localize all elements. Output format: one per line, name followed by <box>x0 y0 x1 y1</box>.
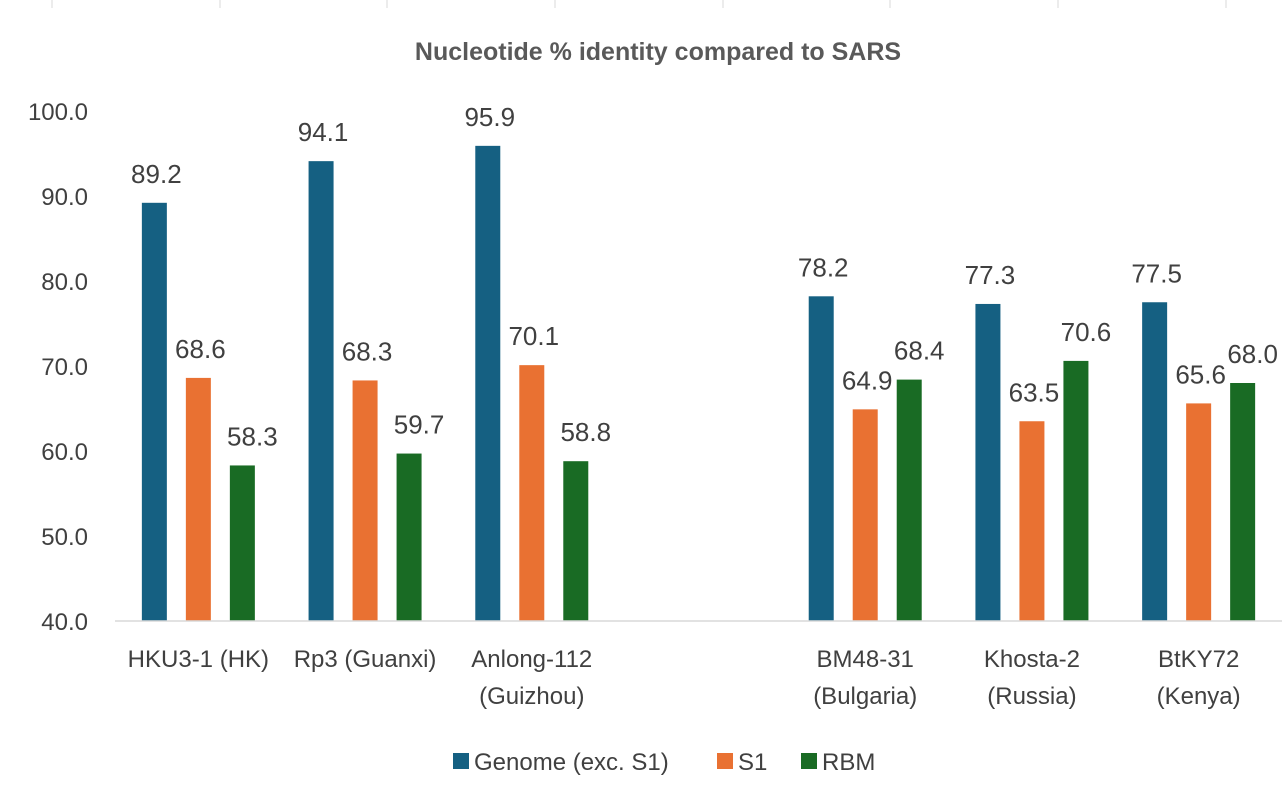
category-label: BtKY72 <box>1158 646 1239 673</box>
bar-rbm-1 <box>396 453 422 621</box>
legend-swatch <box>453 753 469 769</box>
data-label: 89.2 <box>131 159 182 189</box>
category-label: HKU3-1 (HK) <box>128 646 269 673</box>
bar-genome-exc-s1--1 <box>308 161 334 621</box>
bar-rbm-5 <box>1063 360 1089 621</box>
bar-s1-5 <box>1019 421 1045 621</box>
category-label: (Russia) <box>987 683 1076 710</box>
category-label: Anlong-112 <box>471 646 592 673</box>
data-label: 63.5 <box>1009 377 1060 407</box>
legend-swatch <box>717 753 733 769</box>
data-label: 70.1 <box>508 321 559 351</box>
data-labels: 89.2 68.6 58.3 94.1 68.3 59.7 95.9 70.1 58.8 78.2… <box>131 102 1278 452</box>
bar-rbm-4 <box>896 379 922 621</box>
data-label: 78.2 <box>798 252 849 282</box>
bar-genome-exc-s1--6 <box>1142 302 1168 621</box>
data-label: 58.3 <box>227 421 278 451</box>
y-tick-label: 50.0 <box>41 524 88 551</box>
bar-s1-0 <box>185 377 211 621</box>
data-label: 95.9 <box>464 102 515 132</box>
y-tick-label: 90.0 <box>41 184 88 211</box>
bar-genome-exc-s1--5 <box>975 303 1001 621</box>
y-tick-label: 60.0 <box>41 439 88 466</box>
category-label: (Guizhou) <box>479 683 584 710</box>
bar-genome-exc-s1--4 <box>808 296 834 621</box>
data-label: 65.6 <box>1175 359 1226 389</box>
legend-label: RBM <box>822 749 875 776</box>
data-label: 59.7 <box>394 410 445 440</box>
bar-s1-4 <box>852 409 878 621</box>
data-label: 94.1 <box>298 117 349 147</box>
y-axis-ticks: 40.0 50.0 60.0 70.0 80.0 90.0 100.0 <box>28 99 88 636</box>
data-label: 58.8 <box>560 417 611 447</box>
bar-genome-exc-s1--2 <box>475 145 501 621</box>
data-label: 68.4 <box>894 336 945 366</box>
gridlines <box>51 0 1227 8</box>
y-tick-label: 40.0 <box>41 609 88 636</box>
legend-label: Genome (exc. S1) <box>474 749 669 776</box>
category-labels: HKU3-1 (HK) Rp3 (Guanxi) Anlong-112 (Guizho… <box>128 646 1241 710</box>
bar-rbm-6 <box>1230 383 1256 621</box>
category-label: (Kenya) <box>1157 683 1241 710</box>
bar-genome-exc-s1--0 <box>141 202 167 622</box>
chart-title: Nucleotide % identity compared to SARS <box>415 38 901 66</box>
y-tick-label: 70.0 <box>41 354 88 381</box>
category-label: Rp3 (Guanxi) <box>294 646 437 673</box>
data-label: 77.3 <box>965 260 1016 290</box>
legend-swatch <box>801 753 817 769</box>
bar-rbm-2 <box>563 461 589 621</box>
bar-s1-6 <box>1186 403 1212 621</box>
legend: Genome (exc. S1) S1 RBM <box>453 749 875 776</box>
bar-s1-2 <box>519 365 545 621</box>
data-label: 68.3 <box>342 336 393 366</box>
bar-rbm-0 <box>229 465 255 621</box>
category-label: Khosta-2 <box>984 646 1080 673</box>
data-label: 64.9 <box>842 365 893 395</box>
data-label: 77.5 <box>1131 258 1182 288</box>
legend-label: S1 <box>738 749 767 776</box>
bars <box>141 145 1256 622</box>
data-label: 70.6 <box>1061 317 1112 347</box>
data-label: 68.0 <box>1227 339 1278 369</box>
category-label: BM48-31 <box>817 646 914 673</box>
bar-s1-1 <box>352 380 378 621</box>
category-label: (Bulgaria) <box>813 683 917 710</box>
y-tick-label: 100.0 <box>28 99 88 126</box>
data-label: 68.6 <box>175 334 226 364</box>
y-tick-label: 80.0 <box>41 269 88 296</box>
